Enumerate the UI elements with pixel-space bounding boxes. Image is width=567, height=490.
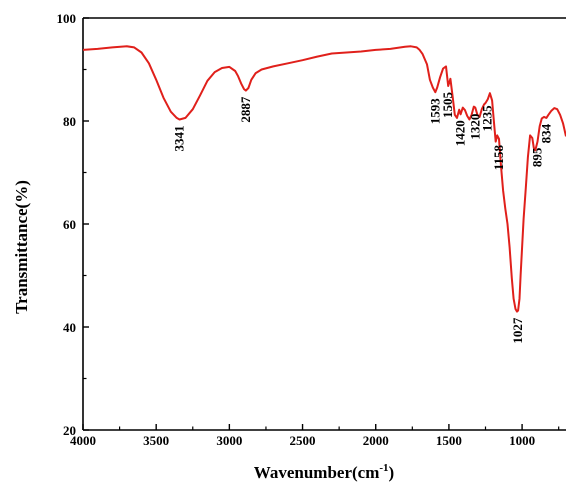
x-axis-title-end: ) (389, 463, 395, 482)
peak-label-2887: 2887 (238, 96, 253, 123)
x-tick-label: 1000 (509, 433, 535, 448)
x-tick-label: 1500 (436, 433, 462, 448)
peak-label-1027: 1027 (510, 317, 525, 344)
y-tick-label: 100 (57, 11, 77, 26)
peak-label-3341: 3341 (172, 126, 187, 152)
x-axis-title: Wavenumber(cm-1) (254, 462, 394, 482)
peak-label-834: 834 (538, 123, 553, 143)
y-axis-title: Transmittance(%) (12, 180, 31, 314)
peak-label-895: 895 (530, 147, 545, 167)
peak-label-1505: 1505 (440, 92, 455, 119)
peak-label-1158: 1158 (491, 145, 506, 171)
peak-label-1593: 1593 (427, 98, 442, 125)
peak-label-1420: 1420 (453, 120, 468, 146)
y-tick-label: 20 (63, 423, 76, 438)
x-tick-label: 3500 (143, 433, 169, 448)
y-tick-label: 60 (63, 217, 76, 232)
x-tick-label: 4000 (70, 433, 96, 448)
spectrum-line (83, 45, 566, 313)
x-axis-title-superscript: -1 (379, 462, 388, 474)
y-tick-label: 80 (63, 114, 76, 129)
peak-label-1235: 1235 (480, 105, 495, 131)
x-tick-label: 2000 (363, 433, 389, 448)
y-tick-label: 40 (63, 320, 76, 335)
x-tick-label: 2500 (290, 433, 316, 448)
peak-label-1320: 1320 (467, 114, 482, 140)
x-axis-title-main: Wavenumber(cm (254, 463, 380, 482)
x-tick-label: 3000 (216, 433, 242, 448)
